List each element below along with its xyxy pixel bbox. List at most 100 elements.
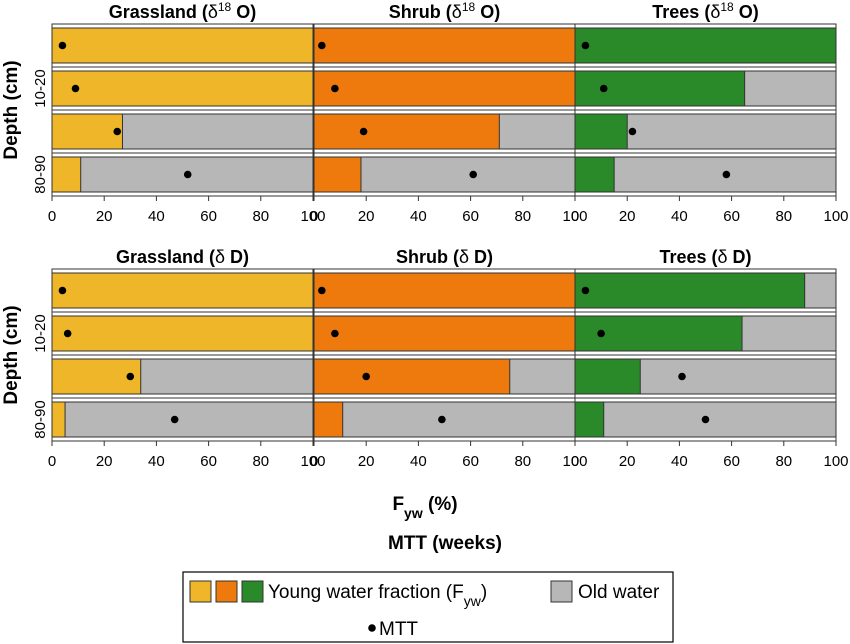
- x-tick-label: 20: [619, 208, 636, 225]
- mtt-dot: [318, 41, 326, 50]
- old-water-bar: [51, 401, 314, 438]
- panel: Trees (δ18 O) 0 20 40 60 80 100: [571, 0, 849, 225]
- panel-title-main: Shrub (: [389, 2, 452, 22]
- x-tick-label: 80: [775, 208, 792, 225]
- mtt-dot: [183, 170, 192, 179]
- mtt-dot: [438, 415, 446, 424]
- depth-tick-label: 10-20: [32, 69, 49, 107]
- panel: Shrub (δ18 O) 0 20 40 60 80 100: [310, 0, 588, 225]
- young-water-bar: [574, 156, 615, 193]
- young-water-bar: [313, 27, 576, 64]
- depth-tick-label: 80-90: [32, 155, 49, 193]
- panel-title-main: Shrub (: [396, 247, 459, 267]
- x-axis-label-sub: yw: [404, 505, 423, 521]
- x-tick-label: 0: [48, 208, 56, 225]
- young-water-bar: [51, 401, 66, 438]
- mtt-dot: [318, 286, 326, 295]
- x-tick-label: 80: [252, 453, 269, 470]
- panel: Grassland (δ18 O) 0 20 40 60 80 100: [48, 0, 326, 225]
- legend-swatch-young: [215, 580, 238, 603]
- young-water-bar: [51, 315, 314, 352]
- panel-title-tail: D): [469, 247, 493, 267]
- panel-title-main: Grassland (: [116, 247, 215, 267]
- y-axis-label: Depth (cm): [1, 305, 22, 404]
- panel-title: Shrub (δ18 O): [389, 0, 500, 22]
- old-water-bar: [574, 156, 837, 193]
- old-water-bar: [51, 156, 314, 193]
- legend-old-water-label: Old water: [578, 582, 660, 603]
- x-tick-label: 20: [619, 453, 636, 470]
- x-tick-label: 80: [514, 453, 531, 470]
- panel-title-main: Trees (: [659, 247, 717, 267]
- x-tick-label: 20: [96, 208, 113, 225]
- legend-young-tail: ): [481, 582, 487, 603]
- mtt-dot: [628, 127, 637, 136]
- panel-title: Trees (δ18 O): [652, 0, 758, 22]
- legend-swatch-young: [241, 580, 264, 603]
- depth-tick-label: 10-20: [32, 314, 49, 352]
- mtt-dot: [581, 286, 590, 295]
- mtt-dot: [71, 84, 80, 93]
- young-water-bar: [574, 272, 806, 309]
- panel-title-tail: O): [475, 2, 500, 22]
- x-tick-label: 100: [562, 453, 587, 470]
- x-tick-label: 60: [462, 208, 479, 225]
- young-water-bar: [51, 27, 314, 64]
- x-tick-label: 40: [148, 453, 165, 470]
- x-axis-label: Fyw (%): [392, 494, 457, 521]
- x-tick-label: 0: [310, 208, 318, 225]
- panel: Shrub (δ D) 0 20 40 60 80 100: [310, 247, 588, 470]
- x-tick-label: 60: [723, 208, 740, 225]
- mtt-dot: [58, 41, 67, 50]
- x-tick-label: 100: [300, 453, 325, 470]
- panel-title: Trees (δ D): [659, 247, 751, 267]
- panel-title-tail: O): [231, 2, 256, 22]
- x-tick-label: 20: [96, 453, 113, 470]
- x-axis-label-tail: (%): [423, 494, 458, 515]
- mtt-dot: [599, 84, 608, 93]
- x-tick-label: 40: [671, 453, 688, 470]
- panel-title-main: Grassland (: [109, 2, 208, 22]
- panel-title-superscript: 18: [462, 0, 476, 14]
- young-water-bar: [313, 70, 576, 107]
- legend: Young water fraction (Fyw) Old water MTT: [182, 571, 674, 643]
- young-water-bar: [574, 401, 605, 438]
- x-tick-label: 40: [410, 453, 427, 470]
- legend-mtt-dot: [368, 624, 376, 632]
- mtt-dot: [597, 329, 605, 338]
- legend-young-main: Young water fraction (F: [268, 582, 464, 603]
- young-water-bar: [313, 358, 511, 395]
- x-tick-label: 100: [823, 208, 848, 225]
- panel: Grassland (δ D) 0 20 40 60 80 100: [48, 247, 326, 470]
- x-tick-label: 60: [200, 453, 217, 470]
- legend-swatch-young: [189, 580, 212, 603]
- x-tick-label: 100: [823, 453, 848, 470]
- legend-box: [182, 571, 674, 643]
- mtt-dot: [170, 415, 179, 424]
- x-tick-label: 80: [252, 208, 269, 225]
- x-tick-label: 100: [562, 208, 587, 225]
- panel-title-main: Trees (: [652, 2, 710, 22]
- panel-title-symbol: δ: [215, 247, 225, 267]
- x-tick-label: 40: [148, 208, 165, 225]
- x-tick-label: 0: [571, 208, 579, 225]
- legend-mtt-label: MTT: [379, 619, 418, 640]
- legend-young-sub: yw: [464, 593, 482, 609]
- legend-swatch-old: [550, 580, 573, 603]
- mtt-dot: [126, 372, 135, 381]
- legend-young-water-label: Young water fraction (Fyw): [268, 582, 487, 609]
- x-tick-label: 80: [775, 453, 792, 470]
- young-water-bar: [574, 113, 628, 150]
- panel-title-superscript: 18: [720, 0, 734, 14]
- mtt-dot: [331, 329, 339, 338]
- mtt-dot: [469, 170, 478, 179]
- panel-title-tail: D): [728, 247, 752, 267]
- x-tick-label: 0: [310, 453, 318, 470]
- young-water-bar: [51, 272, 314, 309]
- x-tick-label: 20: [358, 208, 375, 225]
- panel-title: Grassland (δ D): [116, 247, 249, 267]
- x-tick-label: 100: [300, 208, 325, 225]
- mtt-dot: [331, 84, 339, 93]
